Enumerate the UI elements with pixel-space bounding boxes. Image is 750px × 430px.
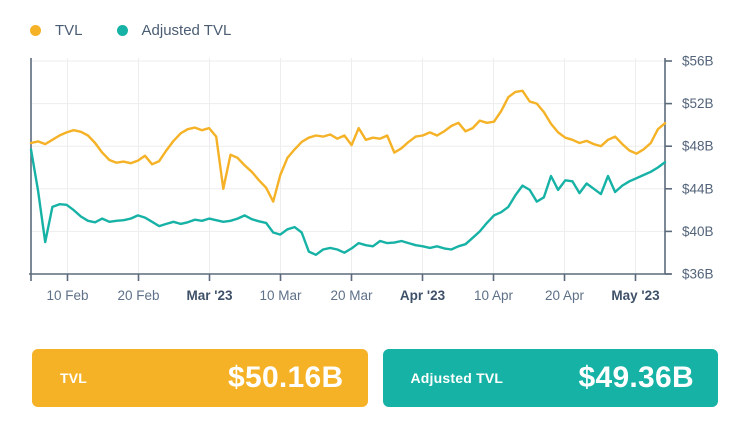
adjusted-tvl-card-value: $49.36B	[578, 361, 694, 394]
legend-item-tvl[interactable]: TVL	[30, 22, 83, 39]
y-axis-tick-label: $56B	[682, 54, 714, 69]
y-axis-labels: $56B $52B $48B $44B $40B $36B	[682, 54, 714, 282]
x-axis-tick-label: 10 Mar	[259, 288, 302, 303]
tvl-line-chart[interactable]: $56B $52B $48B $44B $40B $36B 10 Feb 20 Feb Mar …	[0, 40, 750, 340]
axes	[29, 58, 672, 281]
chart-legend: TVL Adjusted TVL	[30, 22, 231, 39]
adjusted-tvl-line	[29, 148, 667, 257]
legend-item-adjusted-tvl[interactable]: Adjusted TVL	[116, 22, 232, 39]
grid-lines	[31, 58, 665, 274]
x-axis-labels: 10 Feb 20 Feb Mar '23 10 Mar 20 Mar Apr '23 10…	[46, 288, 660, 303]
tvl-legend-label: TVL	[55, 22, 83, 39]
tvl-line	[29, 89, 667, 203]
tvl-summary-card: TVL $50.16B	[32, 349, 368, 407]
tvl-card-value: $50.16B	[227, 361, 344, 394]
y-axis-tick-label: $36B	[682, 267, 714, 282]
tvl-legend-dot-icon	[30, 25, 41, 36]
x-axis-tick-label: 10 Feb	[46, 288, 88, 303]
adjusted-tvl-card-label: Adjusted TVL	[410, 370, 504, 386]
x-axis-tick-label: 20 Feb	[117, 288, 159, 303]
x-axis-tick-label: Apr '23	[400, 288, 446, 303]
y-axis-tick-label: $44B	[682, 181, 714, 196]
x-axis-tick-label: Mar '23	[187, 288, 233, 303]
y-axis-tick-label: $40B	[682, 224, 714, 239]
summary-cards-row: TVL $50.16B Adjusted TVL $49.36B	[32, 349, 718, 407]
x-axis-tick-label: 20 Mar	[330, 288, 373, 303]
y-axis-tick-label: $52B	[682, 96, 714, 111]
adjusted-tvl-legend-label: Adjusted TVL	[141, 22, 232, 39]
x-axis-tick-label: May '23	[611, 288, 660, 303]
tvl-card-label: TVL	[60, 370, 88, 386]
x-axis-tick-label: 20 Apr	[545, 288, 585, 303]
adjusted-tvl-legend-dot-icon	[116, 25, 128, 36]
y-axis-tick-label: $48B	[682, 139, 714, 154]
x-axis-tick-label: 10 Apr	[474, 288, 514, 303]
adjusted-tvl-summary-card: Adjusted TVL $49.36B	[382, 349, 718, 407]
